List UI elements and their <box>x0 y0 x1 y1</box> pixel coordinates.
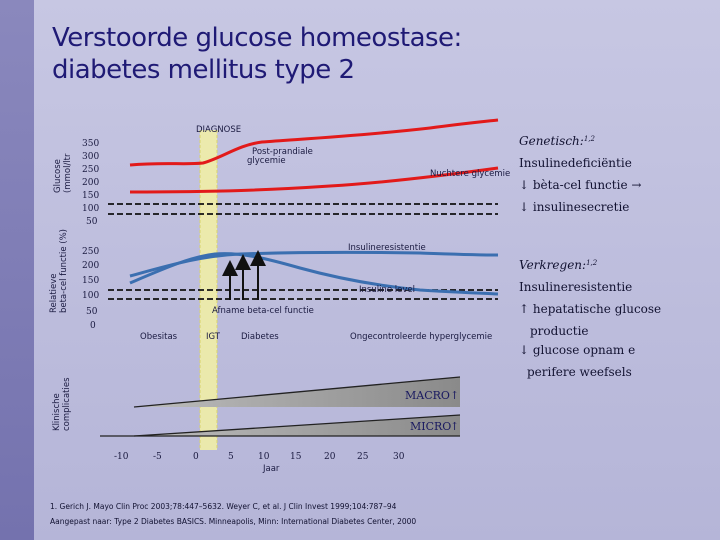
acquired-title: Verkregen:1,2 <box>519 258 598 272</box>
x-tick: 15 <box>290 452 302 462</box>
beta-tick: 100 <box>82 291 99 301</box>
insulin-level-curve <box>129 252 499 296</box>
complications-axis-label-line-2: complicaties <box>62 377 72 431</box>
beta-tick: 150 <box>82 276 99 286</box>
acquired-title-sup: 1,2 <box>586 259 598 267</box>
postprandial-label-line-2: glycemie <box>247 156 286 166</box>
beta-tick-labels: 250 200 150 100 50 0 <box>82 247 99 331</box>
title-line-1: Verstoorde glucose homeostase: <box>52 23 462 53</box>
reference-line-2: Aangepast naar: Type 2 Diabetes BASICS. … <box>50 517 416 526</box>
slide-title: Verstoorde glucose homeostase: diabetes … <box>52 22 462 86</box>
postprandial-label-line-1: Post-prandiale <box>252 147 313 157</box>
micro-label: MICRO <box>410 420 451 433</box>
glucose-tick: 250 <box>82 165 99 175</box>
genetic-title-text: Genetisch: <box>519 134 584 148</box>
glucose-axis-label-line-2: (mmol/ltr <box>63 153 73 193</box>
glucose-tick: 100 <box>82 204 99 214</box>
postprandial-glycemia-curve <box>129 118 499 167</box>
diagnose-label: DIAGNOSE <box>196 125 241 135</box>
reference-line-1: 1. Gerich J. Mayo Clin Proc 2003;78:447–… <box>50 502 397 511</box>
x-tick: 30 <box>393 452 405 462</box>
genetic-item: ↓ insulinesecretie <box>519 200 629 214</box>
beta-axis-label-line-1: Relatieve <box>49 273 59 313</box>
stage-uncontrolled: Ongecontroleerde hyperglycemie <box>350 332 492 342</box>
micro-wedge-edge <box>133 414 461 437</box>
micro-arrow-icon: ↑ <box>450 420 459 433</box>
glucose-tick: 200 <box>82 178 99 188</box>
macro-label: MACRO <box>405 389 450 402</box>
x-tick: -5 <box>153 452 162 462</box>
stage-diabetes: Diabetes <box>241 332 279 342</box>
glucose-tick: 50 <box>86 217 98 227</box>
insulin-level-label: Insuline level <box>359 285 415 295</box>
glucose-axis-label-line-1: Glucose <box>53 159 63 193</box>
glucose-tick: 350 <box>82 139 99 149</box>
beta-tick: 0 <box>90 321 96 331</box>
acquired-item: ↑ hepatatische glucose <box>519 302 661 316</box>
fasting-glycemia-curve <box>129 166 499 194</box>
x-tick: 10 <box>258 452 270 462</box>
beta-axis-label-line-2: beta-cel functie (%) <box>59 229 69 313</box>
acquired-item: perifere weefsels <box>527 365 632 379</box>
genetic-title-sup: 1,2 <box>584 135 596 143</box>
right-panel: Genetisch:1,2 Insulinedeficiëntie ↓ bèta… <box>519 134 661 379</box>
beta-tick: 250 <box>82 247 99 257</box>
macro-wedge-edge <box>133 376 461 408</box>
x-tick: 20 <box>324 452 336 462</box>
acquired-item: Insulineresistentie <box>519 280 632 294</box>
glucose-tick-labels: 350 300 250 200 150 100 50 <box>82 139 99 227</box>
x-tick-labels: -10 -5 0 5 10 15 20 25 30 <box>114 452 405 462</box>
acquired-item: productie <box>530 324 589 338</box>
glucose-tick: 150 <box>82 191 99 201</box>
title-line-2: diabetes mellitus type 2 <box>52 55 355 85</box>
glucose-tick: 300 <box>82 152 99 162</box>
fasting-label: Nuchtere glycemie <box>430 169 510 179</box>
x-axis-label: Jaar <box>262 464 280 474</box>
x-tick: 25 <box>357 452 369 462</box>
acquired-title-text: Verkregen: <box>519 258 586 272</box>
x-tick: 0 <box>193 452 199 462</box>
stage-obesity: Obesitas <box>140 332 178 342</box>
complications-axis-label-line-1: Klinische <box>52 393 62 431</box>
stage-igt: IGT <box>206 332 221 342</box>
genetic-item: ↓ bèta-cel functie → <box>519 178 641 192</box>
acquired-item: ↓ glucose opnam e <box>519 343 635 357</box>
left-accent-bar <box>0 0 34 540</box>
genetic-item: Insulinedeficiëntie <box>519 156 632 170</box>
x-tick: 5 <box>228 452 234 462</box>
macro-arrow-icon: ↑ <box>450 389 459 402</box>
insulin-resistance-label: Insulineresistentie <box>348 243 426 253</box>
beta-decline-label: Afname beta-cel functie <box>212 306 314 316</box>
x-tick: -10 <box>114 452 129 462</box>
beta-tick: 200 <box>82 261 99 271</box>
genetic-title: Genetisch:1,2 <box>519 134 596 148</box>
beta-tick: 50 <box>86 307 98 317</box>
